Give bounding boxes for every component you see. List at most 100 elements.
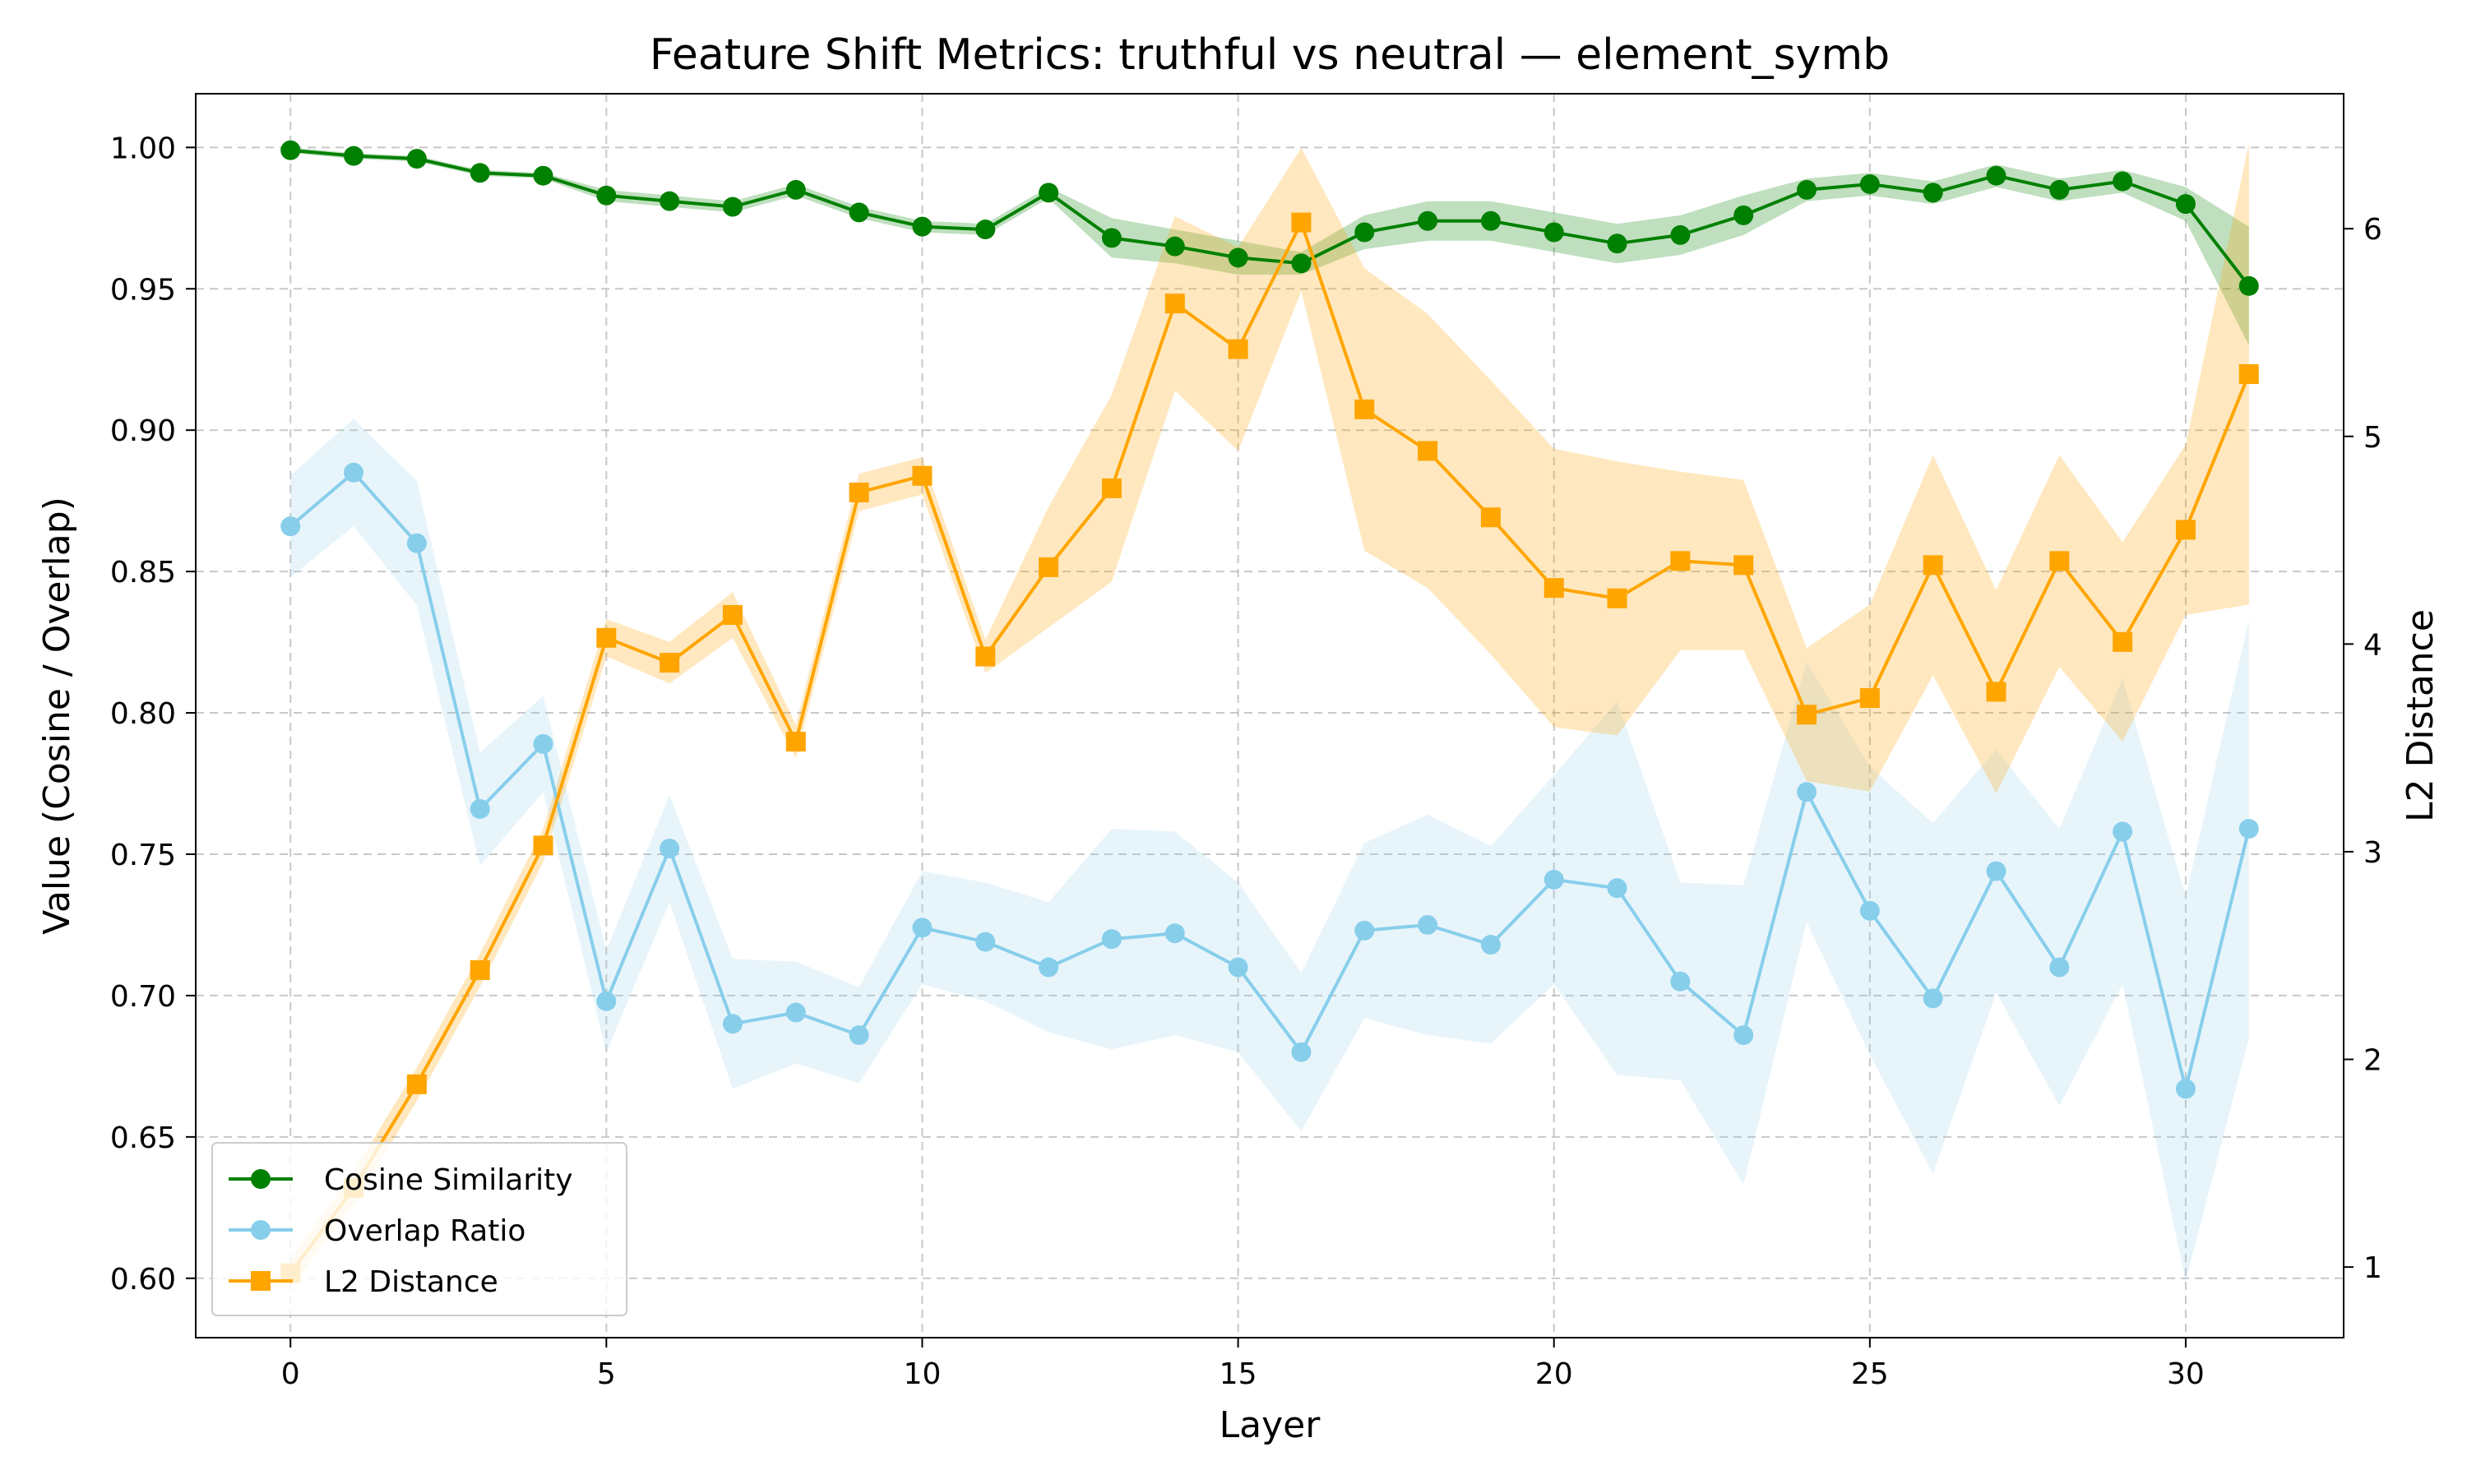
point-cosine [1607, 233, 1627, 254]
y-tick-label: 0.90 [110, 414, 176, 448]
x-tick-label: 5 [597, 1357, 616, 1391]
point-l2 [1039, 557, 1059, 577]
point-l2 [596, 627, 617, 648]
point-l2 [1607, 588, 1627, 608]
legend: Cosine Similarity Overlap Ratio L2 Dista… [211, 1142, 627, 1316]
point-cosine [1986, 165, 2006, 186]
point-l2 [1101, 478, 1122, 498]
point-l2 [2238, 363, 2259, 384]
point-overlap [406, 533, 427, 553]
point-overlap [975, 932, 996, 952]
band-cosine [290, 147, 2249, 345]
point-overlap [1670, 971, 1691, 992]
plot-frame [195, 93, 2344, 1338]
point-overlap [1859, 900, 1880, 921]
y-tick-label: 0.70 [110, 980, 176, 1014]
point-l2 [1986, 682, 2006, 702]
point-l2 [1480, 507, 1501, 528]
point-l2 [1164, 294, 1185, 314]
point-overlap [1228, 957, 1248, 978]
point-overlap [660, 839, 680, 859]
band-overlap [290, 418, 2249, 1282]
point-overlap [1101, 929, 1122, 950]
x-tick-label: 0 [281, 1357, 300, 1391]
point-l2 [1733, 555, 1754, 576]
x-tick-label: 30 [2167, 1357, 2205, 1391]
point-cosine [785, 179, 806, 200]
y-tick-label: 0.75 [110, 839, 176, 872]
point-cosine [723, 196, 743, 217]
line-l2 [289, 220, 2251, 1274]
y2-tick-label: 1 [2363, 1251, 2382, 1285]
point-l2 [1354, 399, 1375, 419]
band-l2 [290, 143, 2249, 1288]
point-cosine [975, 220, 996, 240]
point-l2 [2049, 551, 2070, 571]
y-tick-label: 0.65 [110, 1121, 176, 1155]
y-tick-label: 0.60 [110, 1263, 176, 1297]
point-cosine [1670, 224, 1691, 245]
point-cosine [1354, 222, 1375, 243]
point-cosine [533, 165, 553, 186]
point-l2 [975, 646, 996, 667]
x-tick-label: 20 [1535, 1357, 1573, 1391]
legend-label-cosine: Cosine Similarity [324, 1163, 573, 1197]
point-cosine [1291, 253, 1312, 274]
point-overlap [344, 462, 364, 483]
point-cosine [2175, 194, 2196, 215]
point-l2 [849, 482, 869, 502]
point-cosine [2238, 275, 2259, 296]
point-overlap [533, 733, 553, 754]
ticks-layer: 0 5 10 15 20 25 300.600.650.700.750.800.850.90… [110, 132, 2382, 1391]
point-l2 [723, 604, 743, 625]
chart-title: Feature Shift Metrics: truthful vs neutr… [650, 30, 1890, 80]
point-cosine [2113, 171, 2133, 192]
point-overlap [1354, 920, 1375, 941]
point-overlap [1418, 914, 1438, 935]
point-cosine [596, 185, 617, 206]
y2-axis-label: L2 Distance [2400, 609, 2442, 822]
point-cosine [1039, 183, 1059, 203]
point-cosine [344, 146, 364, 166]
x-axis-label: Layer [1220, 1404, 1321, 1446]
y-axis-label: Value (Cosine / Overlap) [36, 497, 78, 935]
point-overlap [1039, 957, 1059, 978]
point-l2 [470, 959, 490, 980]
point-overlap [1797, 782, 1817, 802]
point-overlap [596, 991, 617, 1011]
point-cosine [912, 216, 933, 237]
point-overlap [1733, 1025, 1754, 1046]
point-overlap [849, 1025, 869, 1046]
point-cosine [1859, 174, 1880, 195]
point-cosine [406, 149, 427, 169]
point-l2 [785, 732, 806, 752]
point-overlap [1480, 935, 1501, 955]
point-cosine [1418, 210, 1438, 231]
point-l2 [1859, 688, 1880, 709]
point-cosine [849, 202, 869, 223]
point-l2 [1923, 555, 1943, 576]
point-l2 [533, 835, 553, 856]
point-cosine [660, 191, 680, 211]
point-cosine [1544, 222, 1564, 243]
point-overlap [912, 918, 933, 938]
legend-label-l2: L2 Distance [324, 1265, 498, 1299]
legend-box [211, 1142, 627, 1316]
legend-marker-overlap [251, 1220, 271, 1240]
y-tick-label: 0.85 [110, 556, 176, 589]
y2-tick-label: 2 [2363, 1044, 2382, 1078]
legend-item-overlap: Overlap Ratio [229, 1214, 525, 1248]
y-tick-label: 0.80 [110, 697, 176, 731]
point-cosine [1101, 228, 1122, 248]
point-cosine [1923, 183, 1943, 203]
band-layer [290, 143, 2249, 1288]
point-cosine [1480, 210, 1501, 231]
point-cosine [2049, 179, 2070, 200]
point-overlap [2175, 1079, 2196, 1099]
grid-layer [196, 94, 2344, 1338]
point-overlap [2113, 821, 2133, 842]
point-l2 [1418, 441, 1438, 461]
point-cosine [1164, 236, 1185, 257]
